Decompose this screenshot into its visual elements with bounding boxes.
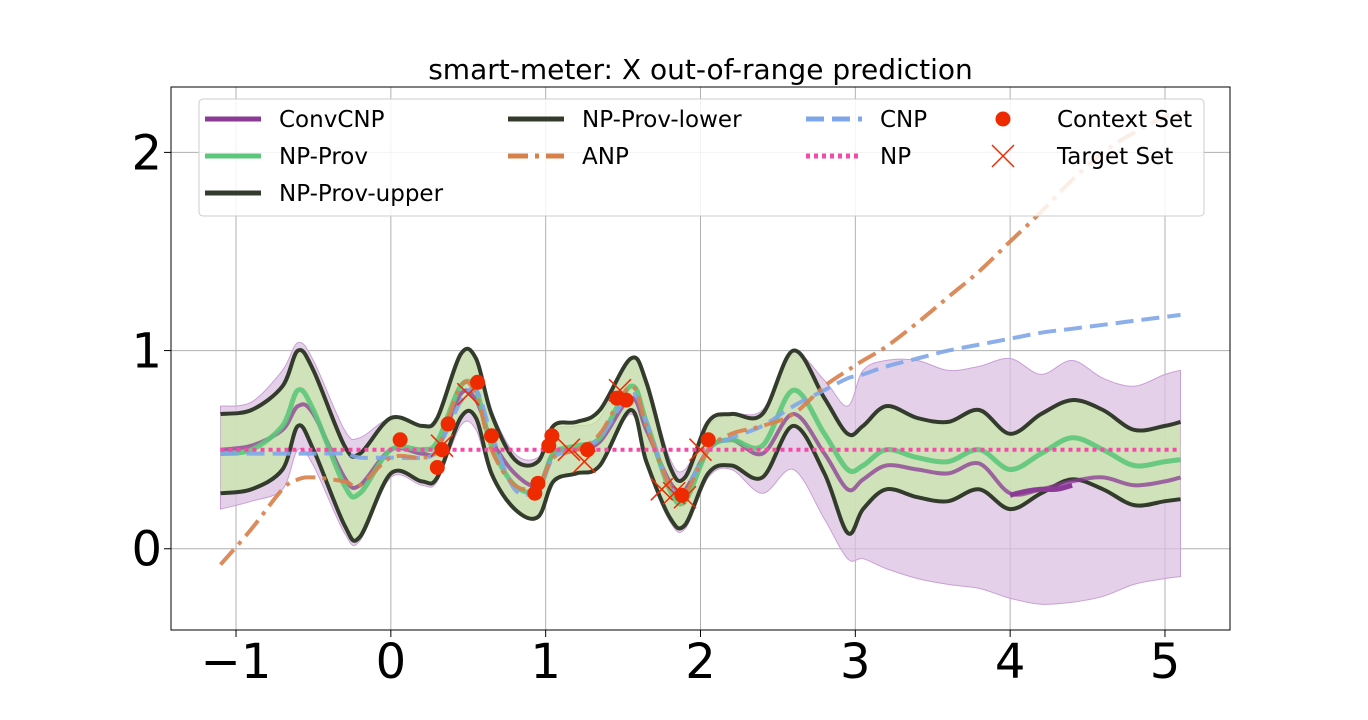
legend-item-target-set: Target Set: [991, 144, 1173, 170]
y-tick-label: 0: [131, 522, 162, 578]
data-points: [392, 374, 716, 509]
legend-label: Target Set: [1056, 144, 1173, 170]
context-point: [544, 428, 560, 444]
context-point: [440, 416, 456, 432]
context-point: [674, 487, 690, 503]
legend-item-cnp: CNP: [806, 107, 927, 133]
context-point: [700, 432, 716, 448]
legend-label: ANP: [582, 144, 629, 170]
context-point: [392, 432, 408, 448]
x-tick-label: 3: [840, 634, 871, 690]
axis-ticks: −1 0 1 2 3 4 5 0 1 2: [131, 125, 1180, 690]
context-point: [530, 475, 546, 491]
legend-item-np-prov-lower: NP-Prov-lower: [508, 107, 742, 133]
legend-item-convcnp: ConvCNP: [205, 107, 385, 133]
legend-label: Context Set: [1057, 107, 1192, 133]
y-tick-label: 2: [131, 125, 162, 181]
legend-item-context-set: Context Set: [995, 107, 1192, 133]
x-tick-label: 4: [995, 634, 1026, 690]
legend-label: NP-Prov: [279, 144, 368, 170]
legend-label: ConvCNP: [279, 107, 385, 133]
x-tick-label: 1: [530, 634, 561, 690]
anp-line: [218, 110, 1181, 566]
context-point: [618, 392, 634, 408]
x-tick-label: 5: [1150, 634, 1181, 690]
context-point: [429, 459, 445, 475]
x-tick-label: 0: [376, 634, 407, 690]
legend-item-np-prov-upper: NP-Prov-upper: [205, 181, 444, 207]
legend-context-marker: [995, 111, 1011, 127]
legend-item-np: NP: [806, 144, 911, 170]
context-point: [579, 442, 595, 458]
legend-label: CNP: [880, 107, 927, 133]
legend: ConvCNP NP-Prov NP-Prov-upper NP-Prov-lower…: [198, 98, 1205, 217]
context-point: [470, 374, 486, 390]
legend-target-marker: [991, 144, 1015, 168]
legend-item-anp: ANP: [508, 144, 629, 170]
legend-label: NP-Prov-upper: [279, 181, 444, 207]
target-point: [650, 477, 674, 501]
cnp-line: [220, 312, 1181, 497]
legend-frame: [198, 98, 1205, 217]
x-tick-label: −1: [201, 634, 272, 690]
np-prov-upper-line: [220, 346, 1182, 484]
target-point: [557, 438, 581, 462]
x-tick-label: 2: [685, 634, 716, 690]
y-tick-label: 1: [131, 324, 162, 380]
legend-label: NP: [880, 144, 911, 170]
chart-title: smart-meter: X out-of-range prediction: [428, 53, 973, 86]
series-lines: [218, 110, 1182, 566]
context-point: [483, 428, 499, 444]
legend-item-np-prov: NP-Prov: [205, 144, 368, 170]
convcnp-line-segment: [1009, 482, 1073, 498]
legend-label: NP-Prov-lower: [582, 107, 742, 133]
context-point: [434, 442, 450, 458]
